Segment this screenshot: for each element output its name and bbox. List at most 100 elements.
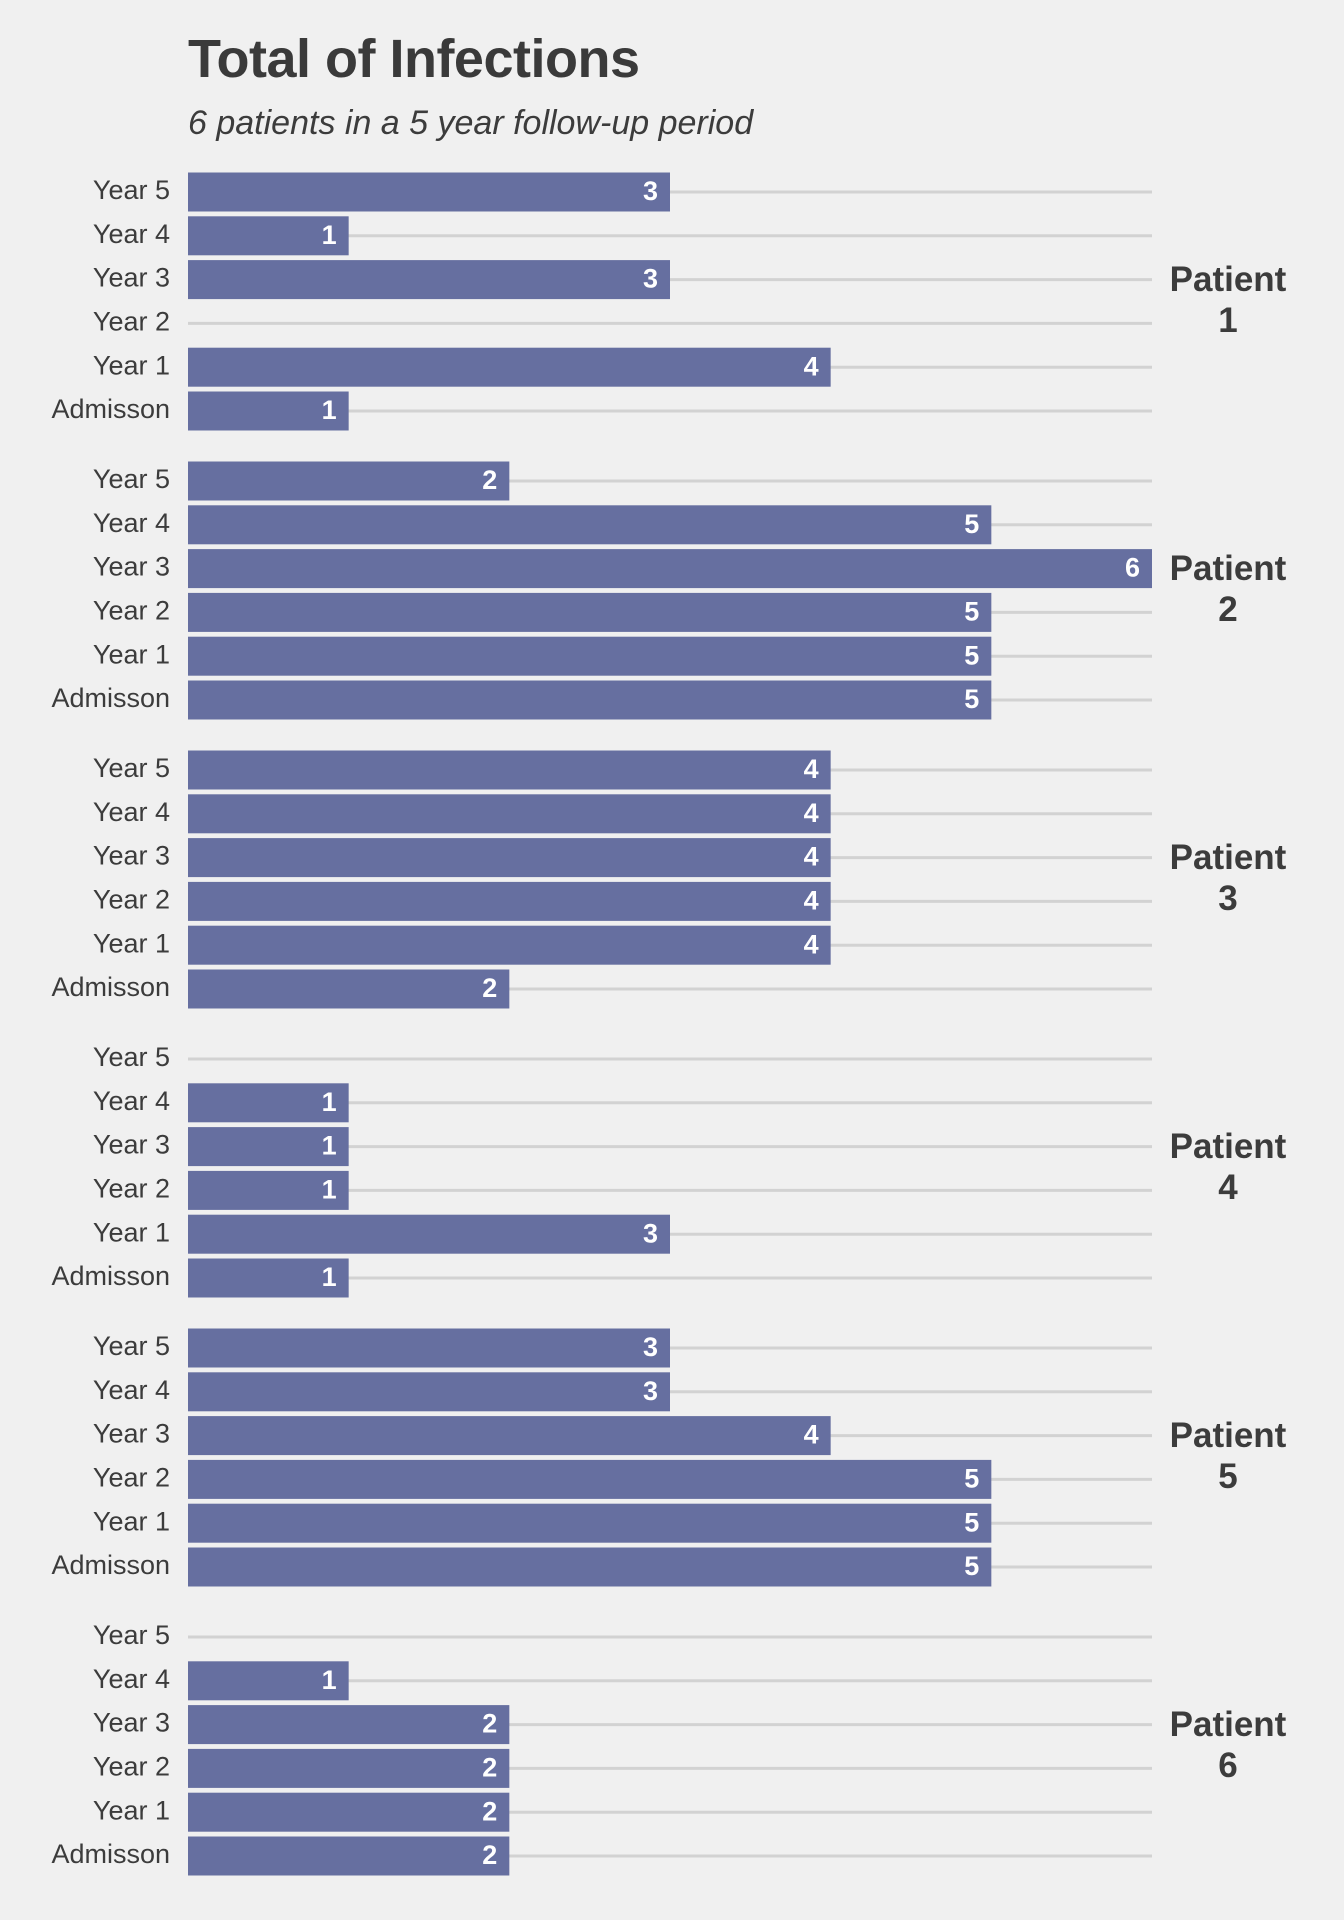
data-label: 4 bbox=[804, 754, 819, 784]
data-label: 2 bbox=[482, 465, 497, 495]
y-tick-label: Year 3 bbox=[93, 263, 170, 293]
data-label: 3 bbox=[643, 176, 658, 206]
facet-panel-1: Year 5 3 Year 4 1 Year 3 3 Year 2 Year 1 4 Admiss… bbox=[51, 172, 1287, 431]
bar bbox=[188, 1503, 992, 1543]
chart-subtitle: 6 patients in a 5 year follow-up period bbox=[188, 104, 754, 142]
data-label: 5 bbox=[964, 684, 979, 714]
bar bbox=[188, 925, 831, 965]
facet-panel-6: Year 5 Year 4 1 Year 3 2 Year 2 2 Year 1 2 Admiss… bbox=[51, 1620, 1287, 1876]
bar bbox=[188, 1748, 510, 1788]
facet-label: Patient bbox=[1170, 260, 1287, 299]
y-tick-label: Year 1 bbox=[93, 350, 170, 380]
y-tick-label: Year 4 bbox=[93, 219, 170, 249]
bar bbox=[188, 636, 992, 676]
data-label: 3 bbox=[643, 1376, 658, 1406]
facet-label-number: 4 bbox=[1218, 1168, 1238, 1207]
data-label: 4 bbox=[804, 798, 819, 828]
data-label: 5 bbox=[964, 1551, 979, 1581]
bar bbox=[188, 1258, 349, 1298]
data-label: 2 bbox=[482, 973, 497, 1003]
bar bbox=[188, 969, 510, 1009]
bar bbox=[188, 750, 831, 790]
bar bbox=[188, 1836, 510, 1876]
facet-label-number: 2 bbox=[1218, 590, 1237, 629]
data-label: 2 bbox=[482, 1796, 497, 1826]
bar bbox=[188, 1705, 510, 1745]
data-label: 4 bbox=[804, 929, 819, 959]
facet-label: Patient bbox=[1170, 1416, 1287, 1455]
bar bbox=[188, 680, 992, 720]
data-label: 4 bbox=[804, 886, 819, 916]
bar bbox=[188, 1792, 510, 1832]
y-tick-label: Year 2 bbox=[93, 596, 170, 626]
bar bbox=[188, 1416, 831, 1456]
bar bbox=[188, 794, 831, 834]
facet-label-number: 3 bbox=[1218, 879, 1237, 918]
y-tick-label: Admisson bbox=[51, 1839, 170, 1869]
y-tick-label: Year 4 bbox=[93, 508, 170, 538]
y-tick-label: Year 1 bbox=[93, 928, 170, 958]
data-label: 3 bbox=[643, 264, 658, 294]
facet-label: Patient bbox=[1170, 549, 1287, 588]
y-tick-label: Year 4 bbox=[93, 1375, 170, 1405]
bar bbox=[188, 1459, 992, 1499]
bar bbox=[188, 461, 510, 501]
y-tick-label: Year 2 bbox=[93, 1174, 170, 1204]
bar bbox=[188, 592, 992, 632]
bar bbox=[188, 838, 831, 878]
data-label: 1 bbox=[322, 220, 337, 250]
y-tick-label: Admisson bbox=[51, 394, 170, 424]
data-label: 1 bbox=[322, 395, 337, 425]
data-label: 5 bbox=[964, 509, 979, 539]
facet-panel-5: Year 5 3 Year 4 3 Year 3 4 Year 2 5 Year 1 5 Admis… bbox=[51, 1328, 1287, 1587]
facet-label-number: 6 bbox=[1218, 1746, 1237, 1785]
y-tick-label: Year 4 bbox=[93, 1664, 170, 1694]
bar bbox=[188, 260, 670, 300]
y-tick-label: Year 5 bbox=[93, 1042, 170, 1072]
y-tick-label: Year 2 bbox=[93, 885, 170, 915]
bar bbox=[188, 1083, 349, 1123]
facet-label: Patient bbox=[1170, 1127, 1287, 1166]
facet-label: Patient bbox=[1170, 838, 1287, 877]
data-label: 2 bbox=[482, 1840, 497, 1870]
y-tick-label: Year 3 bbox=[93, 841, 170, 871]
bar bbox=[188, 881, 831, 921]
y-tick-label: Year 3 bbox=[93, 552, 170, 582]
data-label: 1 bbox=[322, 1665, 337, 1695]
data-label: 3 bbox=[643, 1332, 658, 1362]
bar bbox=[188, 1127, 349, 1167]
y-tick-label: Year 1 bbox=[93, 639, 170, 669]
bar bbox=[188, 1170, 349, 1210]
data-label: 6 bbox=[1125, 553, 1140, 583]
y-tick-label: Year 3 bbox=[93, 1130, 170, 1160]
bar bbox=[188, 1547, 992, 1587]
y-tick-label: Admisson bbox=[51, 1261, 170, 1291]
y-tick-label: Year 1 bbox=[93, 1506, 170, 1536]
y-tick-label: Year 3 bbox=[93, 1708, 170, 1738]
data-label: 1 bbox=[322, 1175, 337, 1205]
y-tick-label: Year 3 bbox=[93, 1419, 170, 1449]
y-tick-label: Year 5 bbox=[93, 1331, 170, 1361]
y-tick-label: Admisson bbox=[51, 1550, 170, 1580]
facet-label-number: 1 bbox=[1218, 301, 1237, 340]
bar bbox=[188, 1661, 349, 1701]
data-label: 5 bbox=[964, 597, 979, 627]
y-tick-label: Year 2 bbox=[93, 1752, 170, 1782]
data-label: 4 bbox=[804, 842, 819, 872]
bar bbox=[188, 1214, 670, 1254]
y-tick-label: Year 5 bbox=[93, 1620, 170, 1650]
facet-label-number: 5 bbox=[1218, 1457, 1237, 1496]
y-tick-label: Admisson bbox=[51, 972, 170, 1002]
data-label: 5 bbox=[964, 640, 979, 670]
bar bbox=[188, 549, 1152, 589]
y-tick-label: Year 5 bbox=[93, 464, 170, 494]
y-tick-label: Year 5 bbox=[93, 175, 170, 205]
facet-label: Patient bbox=[1170, 1705, 1287, 1744]
data-label: 2 bbox=[482, 1709, 497, 1739]
data-label: 4 bbox=[804, 351, 819, 381]
data-label: 1 bbox=[322, 1131, 337, 1161]
bar bbox=[188, 505, 992, 545]
y-tick-label: Year 4 bbox=[93, 1086, 170, 1116]
y-tick-label: Admisson bbox=[51, 683, 170, 713]
